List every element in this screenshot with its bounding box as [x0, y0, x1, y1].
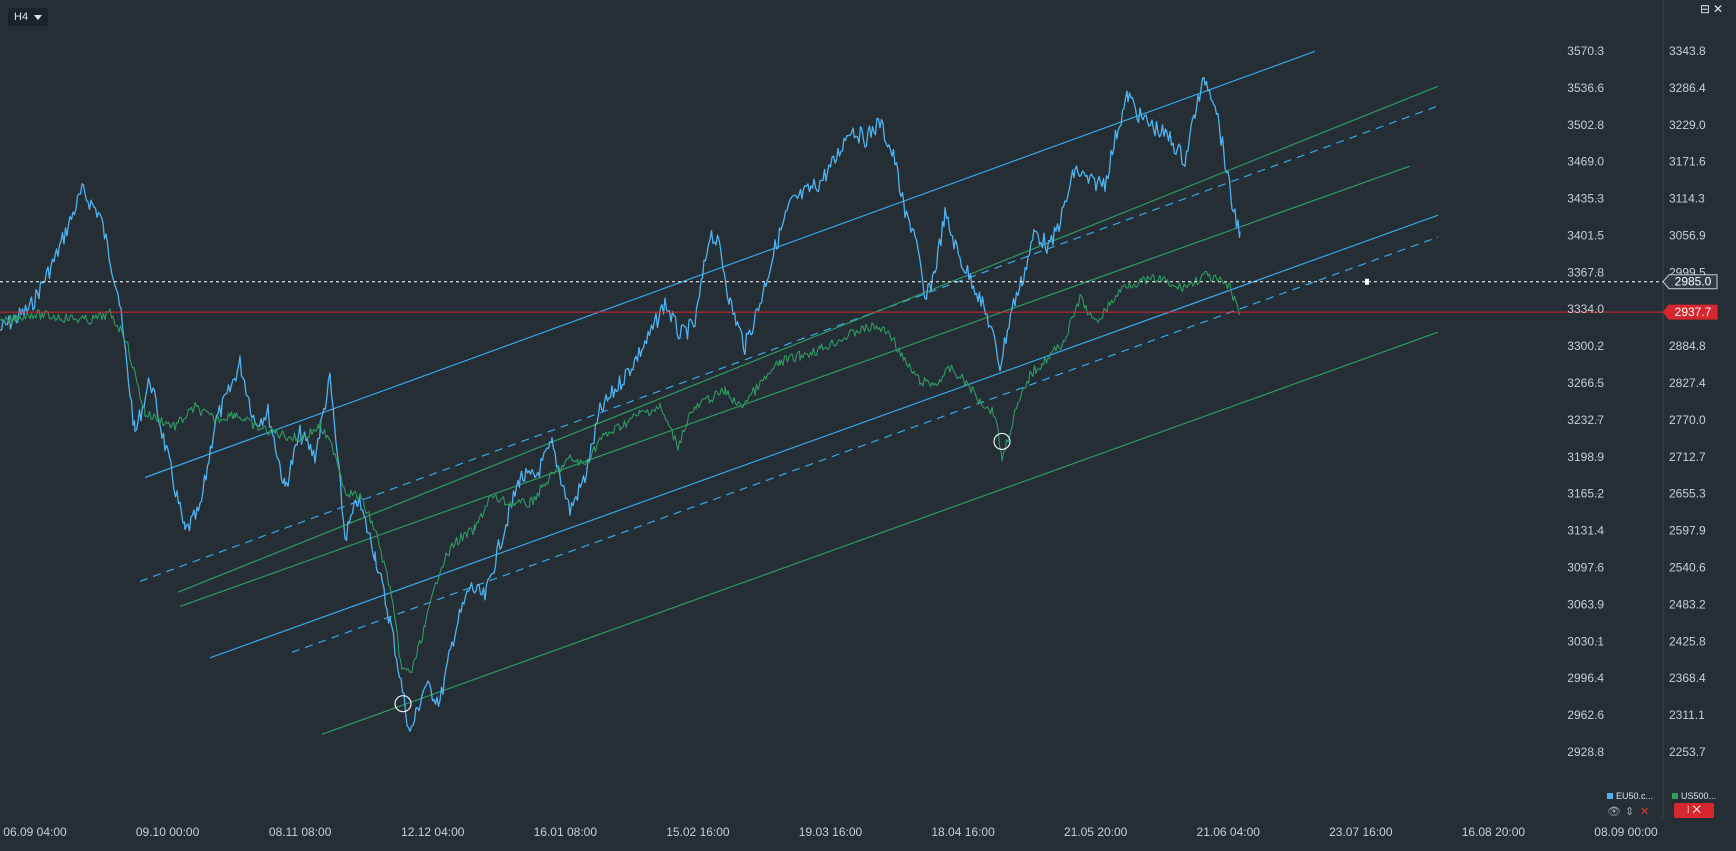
- channel-line[interactable]: [209, 214, 1439, 659]
- channel-line[interactable]: [177, 85, 1439, 593]
- series-swatch: [1672, 793, 1678, 799]
- timeframe-selector[interactable]: H4: [8, 8, 49, 26]
- time-axis-tick-label: 23.07 16:00: [1329, 825, 1393, 839]
- channel-anchor-handle[interactable]: [394, 695, 412, 713]
- left-axis-tick-label: 3198.9: [1567, 450, 1604, 464]
- right-axis-tick-label: 2368.4: [1669, 671, 1706, 685]
- right-axis-tick-label: 2770.0: [1669, 413, 1706, 427]
- left-axis-tick-label: 3063.9: [1567, 597, 1604, 611]
- us500-series-line: [0, 270, 1241, 673]
- time-axis-tick-label: 08.11 08:00: [269, 825, 332, 839]
- right-axis-tick-label: 2655.3: [1669, 487, 1706, 501]
- legend-item-eu50[interactable]: EU50.c...: [1607, 791, 1653, 801]
- left-axis-tick-label: 3401.5: [1567, 228, 1604, 242]
- time-axis-tick-label: 06.09 04:00: [3, 825, 67, 839]
- left-axis-tick-label: 3030.1: [1567, 634, 1604, 648]
- restore-icon[interactable]: ⊟: [1700, 2, 1711, 16]
- left-axis-tick-label: 3334.0: [1567, 302, 1604, 316]
- price-badges: 2985.0 2937.7: [1662, 274, 1718, 320]
- time-axis-tick-label: 15.02 16:00: [666, 825, 730, 839]
- left-axis-tick-label: 3131.4: [1567, 524, 1604, 538]
- time-axis-tick-label: 09.10 00:00: [136, 825, 200, 839]
- left-axis-tick-label: 2962.6: [1567, 708, 1604, 722]
- left-axis-tick-label: 2928.8: [1567, 745, 1604, 759]
- right-axis-tick-label: 3286.4: [1669, 81, 1706, 95]
- time-axis-tick-label: 08.09 00:00: [1594, 825, 1658, 839]
- left-axis-tick-label: 3469.0: [1567, 155, 1604, 169]
- right-axis-tick-label: 3171.6: [1669, 155, 1706, 169]
- right-axis-tick-label: 3229.0: [1669, 118, 1706, 132]
- time-axis-tick-label: 16.01 08:00: [534, 825, 598, 839]
- legend-label: EU50.c...: [1616, 791, 1654, 801]
- legend-item-us500[interactable]: US500...: [1672, 791, 1716, 801]
- left-axis-tick-label: 3367.8: [1567, 265, 1604, 279]
- timeframe-label: H4: [14, 11, 29, 23]
- right-axis-tick-label: 2597.9: [1669, 524, 1706, 538]
- left-price-axis: 3570.3 3536.6 3502.8 3469.0 3435.3 3401.5 3367…: [1567, 44, 1604, 759]
- channel-anchor-handle[interactable]: [993, 432, 1011, 451]
- eu50-series-line: [0, 76, 1241, 732]
- time-axis-tick-label: 21.05 20:00: [1064, 825, 1128, 839]
- left-axis-tick-label: 3266.5: [1567, 376, 1604, 390]
- eye-icon[interactable]: 👁: [1607, 806, 1621, 818]
- right-axis-tick-label: 2540.6: [1669, 561, 1706, 575]
- series-layer: [0, 76, 1241, 732]
- last-price-marker: [1365, 278, 1369, 285]
- trend-channels: [139, 50, 1439, 735]
- legend-label: US500...: [1681, 791, 1717, 801]
- left-axis-tick-label: 3435.3: [1567, 192, 1604, 206]
- left-axis-tick-label: 3165.2: [1567, 487, 1604, 501]
- time-axis-tick-label: 21.06 04:00: [1197, 825, 1261, 839]
- channel-line[interactable]: [321, 331, 1439, 735]
- right-axis-tick-label: 3343.8: [1669, 44, 1706, 58]
- channel-line[interactable]: [179, 165, 1411, 608]
- close-icon[interactable]: ✕: [1713, 2, 1724, 16]
- delete-icon[interactable]: ✕: [1640, 806, 1650, 818]
- time-axis-tick-label: 18.04 16:00: [931, 825, 995, 839]
- anchor-markers: [394, 432, 1011, 713]
- left-axis-tick-label: 3232.7: [1567, 413, 1604, 427]
- channel-line[interactable]: [139, 105, 1439, 582]
- right-axis-tick-label: 3114.3: [1669, 192, 1705, 206]
- series-swatch: [1607, 793, 1613, 799]
- left-axis-tick-label: 3502.8: [1567, 118, 1604, 132]
- right-axis-tick-label: 2827.4: [1669, 376, 1706, 390]
- time-axis: 06.09 04:00 09.10 00:00 08.11 08:00 12.12 0…: [3, 825, 1658, 839]
- chevron-down-icon: [34, 14, 43, 20]
- right-axis-tick-label: 2425.8: [1669, 634, 1706, 648]
- time-axis-tick-label: 19.03 16:00: [799, 825, 863, 839]
- right-price-axis: 3343.83286.43229.03171.63114.33056.92999…: [1669, 44, 1706, 759]
- right-axis-tick-label: 2311.1: [1669, 708, 1705, 722]
- price-badge-label: 2985.0: [1675, 275, 1712, 289]
- time-axis-tick-label: 16.08 20:00: [1462, 825, 1526, 839]
- remove-series-button[interactable]: ⧘ ✕: [1674, 803, 1714, 818]
- left-axis-tick-label: 2996.4: [1567, 671, 1604, 685]
- channel-line[interactable]: [291, 236, 1439, 653]
- right-axis-tick-label: 2712.7: [1669, 450, 1706, 464]
- time-axis-tick-label: 12.12 04:00: [401, 825, 465, 839]
- right-axis-tick-label: 3056.9: [1669, 228, 1706, 242]
- price-badge-label: 2937.7: [1675, 305, 1712, 319]
- right-axis-tick-label: 2253.7: [1669, 745, 1706, 759]
- channel-line[interactable]: [144, 50, 1316, 479]
- left-axis-tick-label: 3536.6: [1567, 81, 1604, 95]
- right-axis-tick-label: 2884.8: [1669, 339, 1706, 353]
- left-axis-tick-label: 3300.2: [1567, 339, 1604, 353]
- left-axis-tick-label: 3570.3: [1567, 44, 1604, 58]
- price-badge: [1662, 304, 1718, 320]
- price-badge: [1662, 274, 1718, 290]
- up-down-arrows-icon[interactable]: ⇕: [1625, 806, 1635, 818]
- horizontal-lines: [0, 278, 1663, 313]
- right-axis-tick-label: 2483.2: [1669, 597, 1706, 611]
- left-axis-tick-label: 3097.6: [1567, 561, 1604, 575]
